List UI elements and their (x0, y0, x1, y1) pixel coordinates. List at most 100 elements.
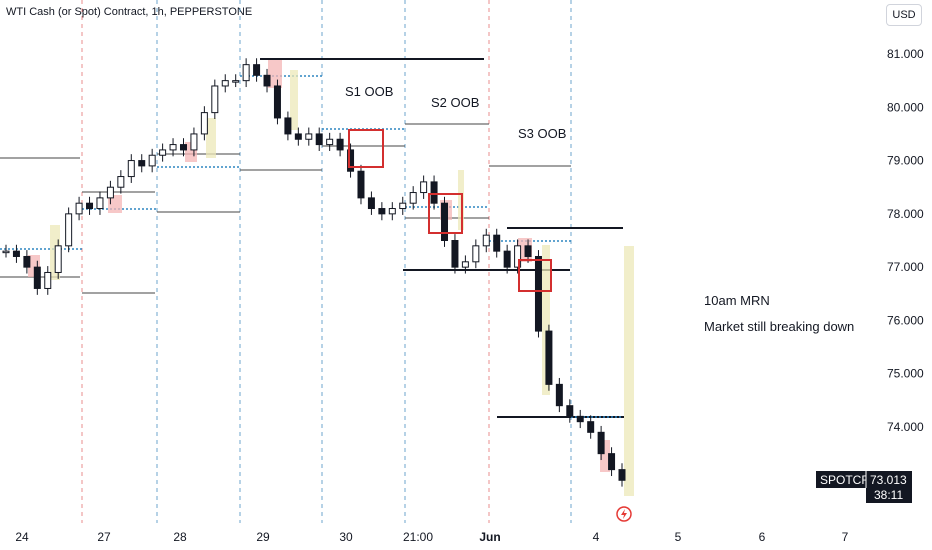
candle-body (106, 186, 114, 199)
x-tick-label: 29 (256, 530, 270, 544)
candle-body (493, 234, 501, 252)
y-tick-label: 76.000 (887, 313, 924, 327)
candle-body (555, 383, 563, 407)
price-tag-price: 73.013 (870, 473, 907, 487)
session-separators (81, 0, 572, 523)
y-tick-label: 74.000 (887, 420, 924, 434)
candle-body (200, 112, 208, 135)
oob-box (428, 193, 463, 234)
candle-body (44, 271, 52, 289)
candle-body (253, 64, 261, 76)
candle-body (326, 138, 334, 146)
highlight-zone (600, 440, 610, 472)
highlight-zone (290, 70, 298, 130)
annotation-text: S3 OOB (518, 126, 566, 141)
candle-body (96, 197, 104, 210)
highlight-zone (206, 118, 216, 158)
candle-body (587, 421, 595, 433)
candle-body (86, 202, 94, 210)
x-axis: 24 27 28 29 30 21:00 Jun 4 5 6 7 (15, 530, 848, 544)
y-tick-label: 80.000 (887, 100, 924, 114)
annotation-text: S2 OOB (431, 95, 479, 110)
price-candles (2, 58, 626, 487)
candle-body (148, 154, 156, 167)
candle-body (33, 266, 41, 289)
candle-body (357, 170, 365, 199)
candle-body (305, 133, 313, 140)
highlight-zone (542, 245, 550, 395)
highlight-zone (108, 195, 122, 213)
candle-body (284, 117, 292, 135)
candle-body (65, 213, 73, 247)
candle-body (608, 453, 616, 471)
chart-title: WTI Cash (or Spot) Contract, 1h, PEPPERS… (6, 6, 253, 18)
candle-body (378, 208, 386, 215)
y-tick-label: 77.000 (887, 260, 924, 274)
candle-body (451, 240, 459, 268)
candle-body (2, 250, 10, 254)
oob-box (518, 259, 552, 292)
candle-body (190, 133, 198, 151)
candle-body (566, 405, 574, 417)
candle-body (482, 234, 490, 247)
oob-box (348, 129, 384, 168)
currency-button[interactable]: USD (886, 4, 922, 26)
candle-body (388, 208, 396, 215)
candle-body (347, 149, 355, 172)
x-tick-label: 28 (173, 530, 187, 544)
price-tag-countdown: 38:11 (874, 488, 903, 502)
candle-body (75, 202, 83, 215)
candle-body (211, 85, 219, 114)
annotation-text: S1 OOB (345, 84, 393, 99)
y-tick-label: 78.000 (887, 207, 924, 221)
highlight-zone (268, 60, 282, 88)
candle-body (54, 245, 62, 273)
candle-body (23, 255, 31, 268)
candle-body (12, 250, 20, 257)
x-tick-label: 6 (759, 530, 766, 544)
candle-body (315, 133, 323, 146)
price-tag: SPOTCRUDE 73.013 38:11 (816, 471, 912, 503)
candle-body (127, 160, 135, 178)
candle-body (576, 415, 584, 423)
oob-boxes (348, 129, 552, 292)
y-axis: 74.000 75.000 76.000 77.000 78.000 79.000 80.0… (887, 47, 924, 434)
candle-body (159, 149, 167, 156)
annotation-text: 10am MRN (704, 293, 770, 308)
x-tick-label: 24 (15, 530, 29, 544)
candle-body (336, 138, 344, 151)
highlight-zone (624, 246, 634, 496)
candle-body (273, 85, 281, 119)
candle-body (169, 144, 177, 151)
x-tick-label: 27 (97, 530, 111, 544)
candle-body (367, 197, 375, 210)
annotations: S1 OOB S2 OOB S3 OOB 10am MRN Market still b… (345, 84, 854, 334)
candle-body (441, 202, 449, 241)
price-tag-price-bg (866, 471, 912, 503)
candle-body (117, 176, 125, 188)
candle-body (618, 469, 626, 481)
annotation-text: Market still breaking down (704, 319, 854, 334)
candle-body (534, 255, 542, 332)
candle-body (242, 64, 250, 82)
candle-body (399, 202, 407, 210)
y-tick-label: 81.000 (887, 47, 924, 61)
candle-body (597, 431, 605, 455)
candle-body (138, 160, 146, 167)
y-tick-label: 79.000 (887, 154, 924, 168)
candle-body (472, 245, 480, 263)
candle-body (461, 261, 469, 268)
candle-body (179, 144, 187, 151)
candle-body (503, 250, 511, 268)
candle-body (524, 245, 532, 257)
alert-icon[interactable] (616, 506, 632, 522)
candle-body (221, 80, 229, 87)
candle-body (420, 181, 428, 194)
x-tick-label: 7 (842, 530, 849, 544)
y-tick-label: 75.000 (887, 367, 924, 381)
candle-body (545, 330, 553, 385)
x-tick-label: 30 (339, 530, 353, 544)
candle-body (232, 80, 240, 83)
x-tick-label: 21:00 (403, 530, 433, 544)
